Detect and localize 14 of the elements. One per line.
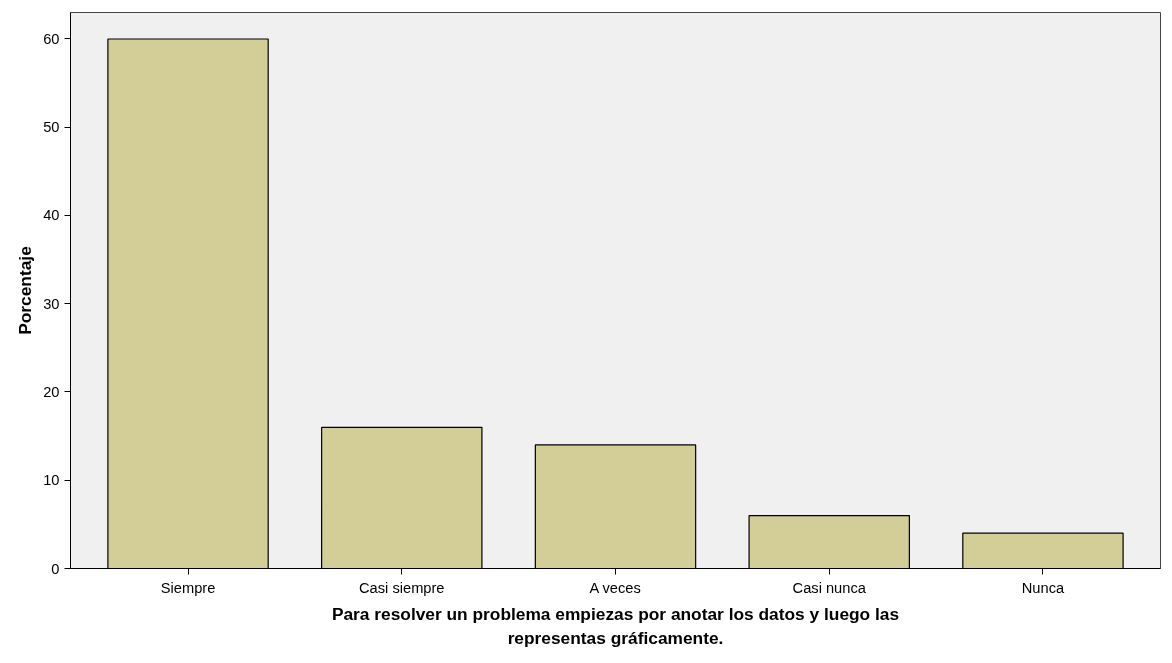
x-tick-label: A veces bbox=[589, 579, 641, 596]
y-tick-label: 0 bbox=[51, 560, 60, 577]
y-tick-label: 30 bbox=[43, 295, 60, 312]
y-tick-label: 20 bbox=[43, 383, 60, 400]
x-tick-label: Nunca bbox=[1021, 579, 1065, 596]
x-tick-label: Casi nunca bbox=[792, 579, 867, 596]
y-axis-title: Porcentaje bbox=[15, 245, 36, 335]
y-tick-label: 50 bbox=[43, 119, 60, 136]
x-tick-label: Casi siempre bbox=[359, 579, 445, 596]
x-tick-label: Siempre bbox=[160, 579, 216, 596]
y-tick-label: 40 bbox=[43, 207, 60, 224]
y-tick-label: 10 bbox=[43, 472, 60, 489]
y-tick-label: 60 bbox=[43, 30, 60, 47]
x-axis-title: Para resolver un problema empiezas por anotar los datos y luego las representas gráficamente. bbox=[331, 603, 900, 648]
